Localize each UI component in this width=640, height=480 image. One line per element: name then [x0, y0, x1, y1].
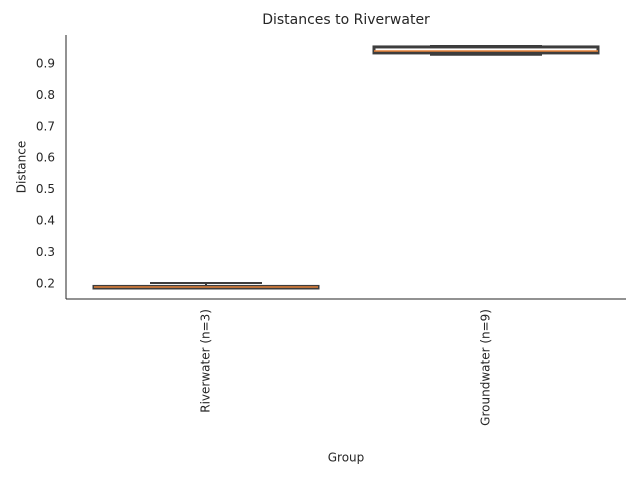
x-tick-label: Groundwater (n=9)	[479, 309, 493, 426]
y-tick-label: 0.6	[36, 151, 55, 165]
chart-title: Distances to Riverwater	[262, 12, 430, 28]
y-tick-label: 0.7	[36, 119, 55, 133]
x-axis-label: Group	[328, 451, 365, 465]
y-tick-label: 0.9	[36, 56, 55, 70]
y-tick-label: 0.5	[36, 182, 55, 196]
x-tick-label: Riverwater (n=3)	[199, 309, 213, 413]
y-tick-label: 0.3	[36, 245, 55, 259]
y-tick-label: 0.8	[36, 88, 55, 102]
y-tick-label: 0.4	[36, 214, 55, 228]
y-axis-label: Distance	[15, 141, 29, 193]
box	[372, 45, 600, 55]
y-tick-label: 0.2	[36, 276, 55, 290]
